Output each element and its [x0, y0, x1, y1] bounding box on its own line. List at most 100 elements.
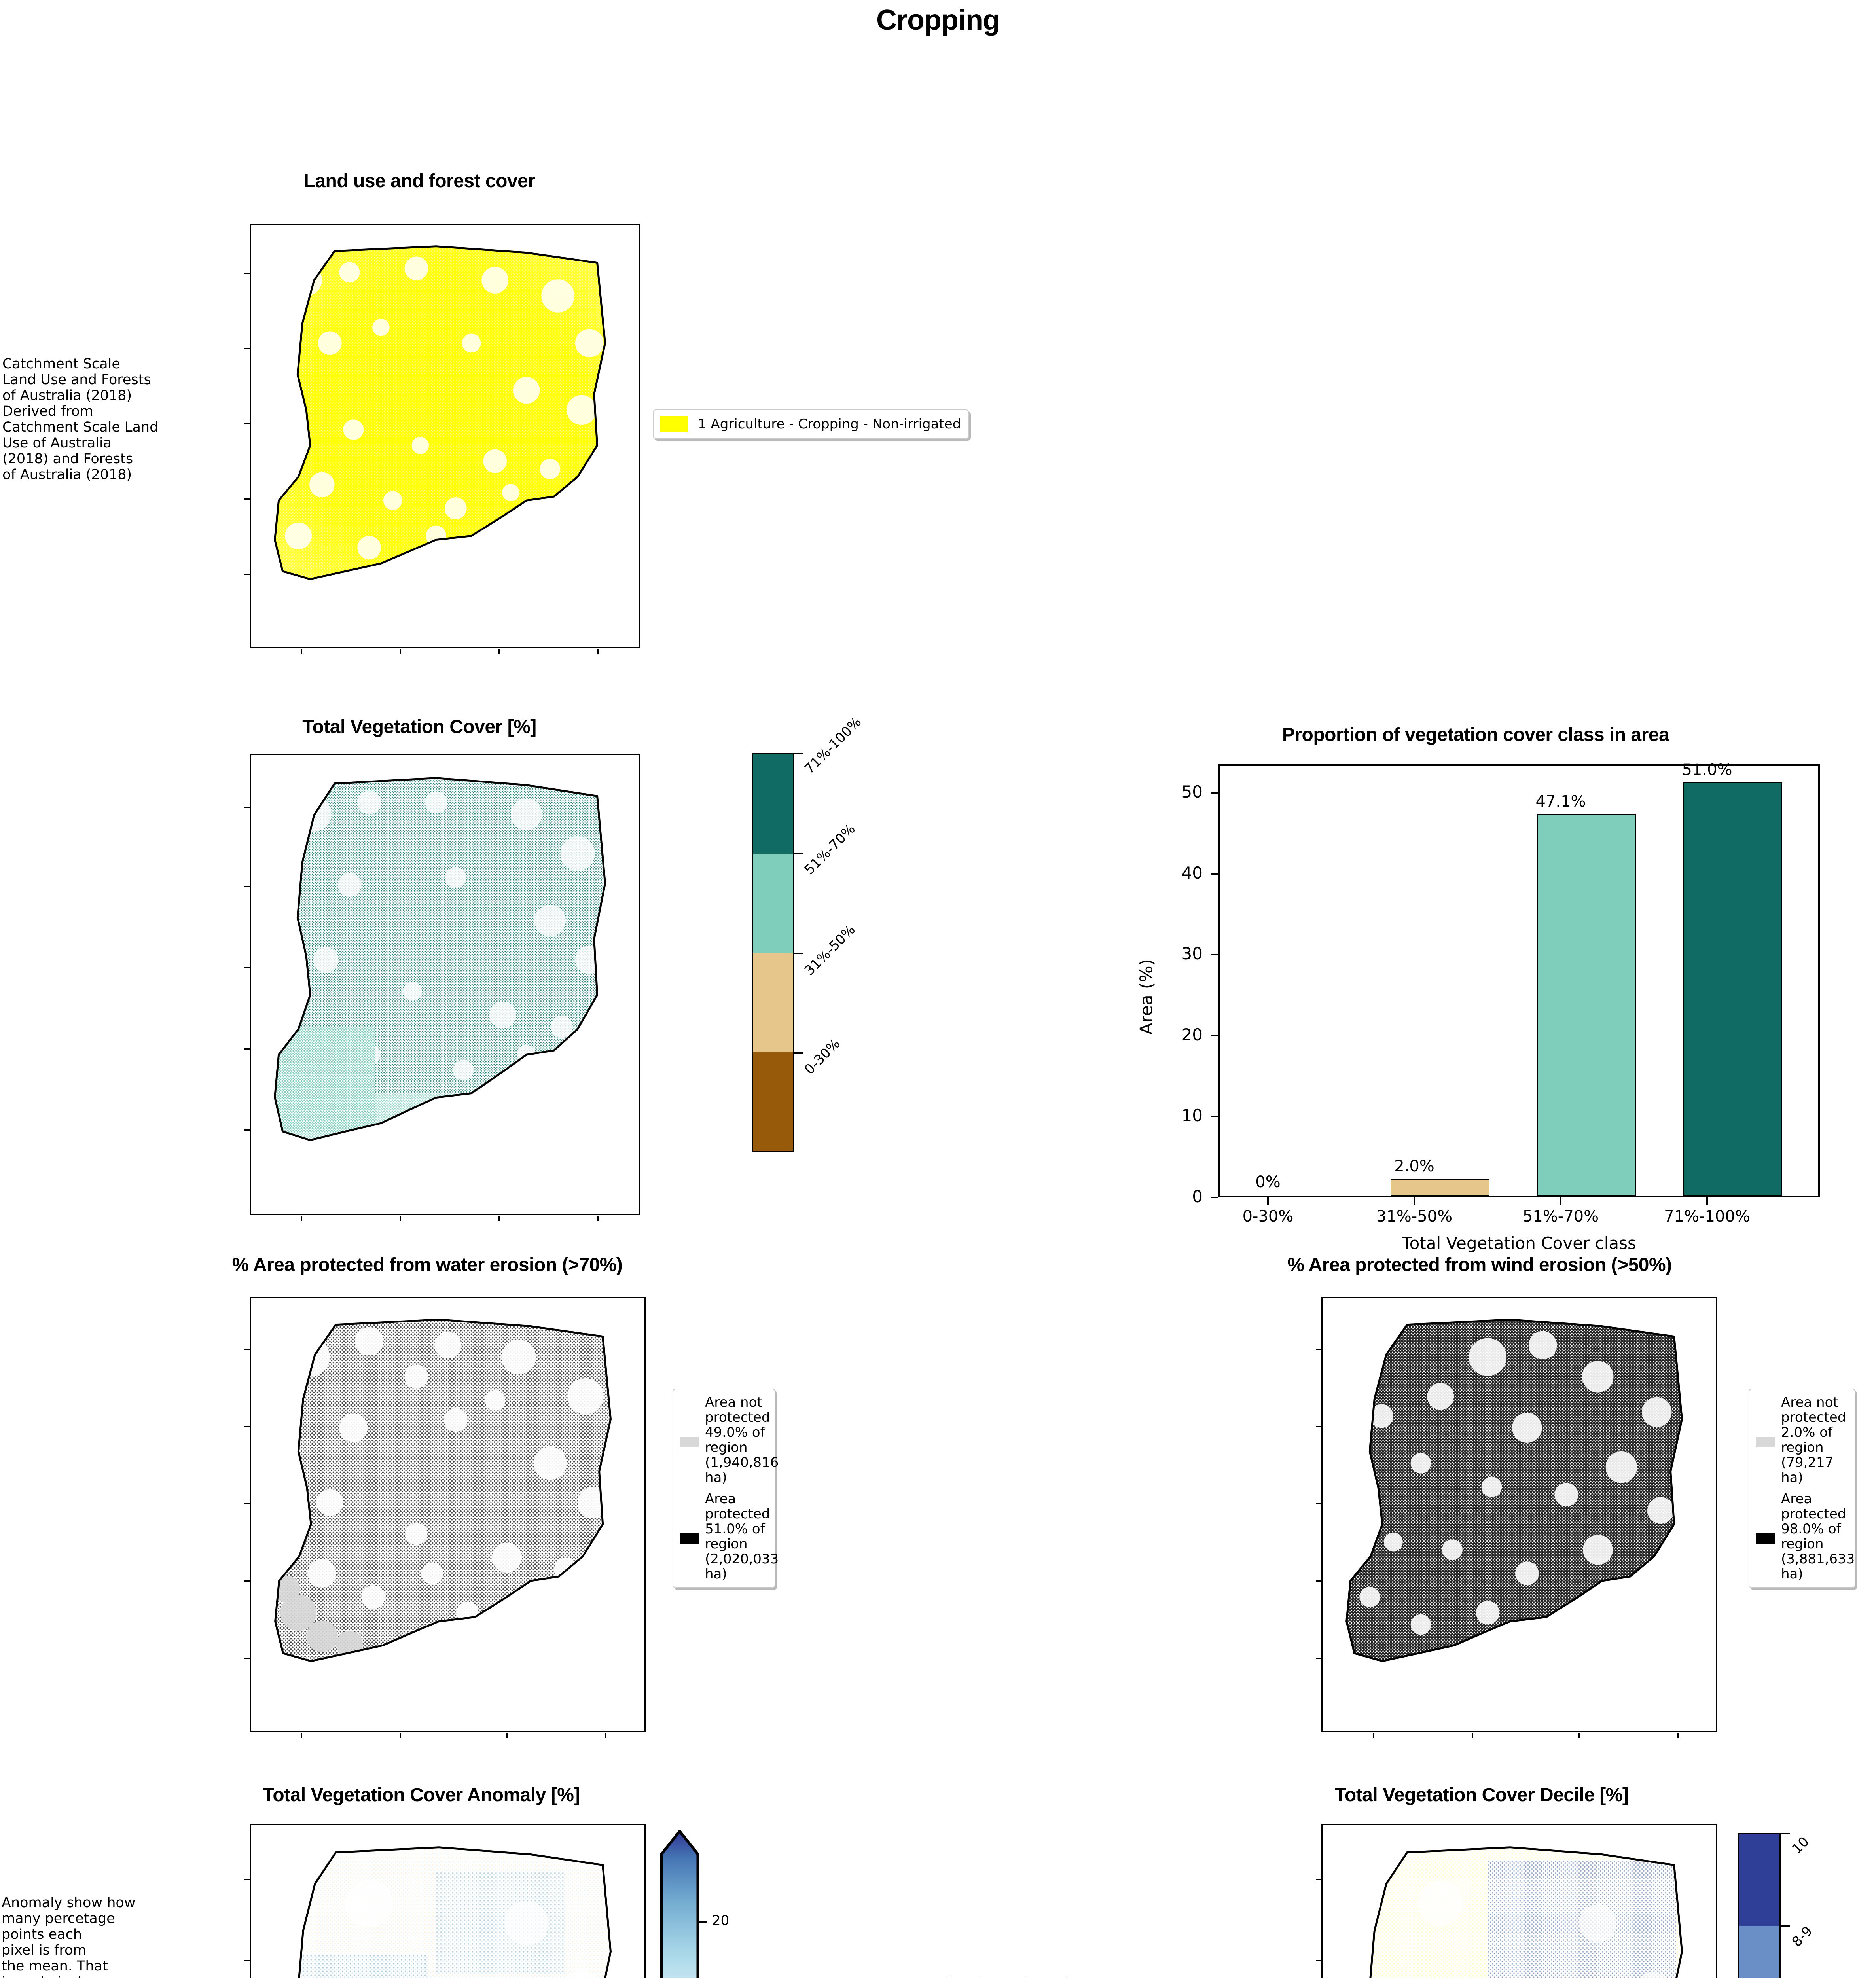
colorbar-band-71-100 [753, 754, 793, 854]
landuse-panel-title: Land use and forest cover [303, 171, 536, 191]
anomaly-map[interactable] [250, 1824, 646, 1978]
wind-erosion-map[interactable] [1321, 1297, 1717, 1732]
axis-tick [1472, 1733, 1473, 1738]
colorbar-label-0-30: 0-30% [801, 1036, 843, 1078]
axis-tick [1316, 1960, 1321, 1961]
axis-tick [244, 273, 250, 274]
bar-31-50[interactable] [1391, 1179, 1489, 1196]
x-axis-label: Total Vegetation Cover class [1402, 1233, 1636, 1253]
legend-label-protected: Area protected 51.0% of region (2,020,03… [705, 1491, 779, 1582]
bar-71-100[interactable] [1683, 782, 1782, 1196]
legend-label: 1 Agriculture - Cropping - Non-irrigated [698, 416, 961, 432]
colorbar-tick [794, 753, 803, 754]
colorbar-band-0-30 [753, 1052, 793, 1151]
colorbar-tick [1781, 1925, 1790, 1927]
axis-tick [1316, 1503, 1321, 1504]
y-tick-label-10: 10 [1181, 1106, 1203, 1125]
axis-tick [244, 423, 250, 424]
colorbar-label-8-9: 8-9 [1789, 1923, 1816, 1950]
y-tick-label-0: 0 [1192, 1187, 1203, 1206]
axis-tick [244, 1960, 250, 1961]
colorbar-tick [1781, 1833, 1790, 1834]
axis-tick [301, 649, 302, 654]
colorbar-label-71-100: 71%-100% [801, 714, 864, 777]
landuse-map[interactable] [250, 224, 640, 648]
axis-tick [605, 1733, 606, 1738]
bar-chart-plot-area[interactable] [1218, 764, 1820, 1197]
x-tick [1560, 1197, 1561, 1205]
decile-caption: Deciles show where the pixel value lies … [918, 1976, 1108, 1978]
colorbar-band-8-9 [1739, 1926, 1779, 1978]
axis-tick [1316, 1580, 1321, 1582]
axis-tick [498, 649, 500, 654]
axis-tick [400, 1216, 401, 1221]
y-tick [1211, 1197, 1218, 1198]
axes-top-spine [1218, 764, 1820, 766]
axis-tick [1316, 1426, 1321, 1427]
axis-tick [244, 348, 250, 349]
wind-erosion-map-graphic [1345, 1319, 1683, 1662]
axis-tick [597, 649, 599, 654]
legend-swatch-cropping [660, 416, 688, 432]
y-tick [1211, 873, 1218, 875]
vegcover-map[interactable] [250, 754, 640, 1215]
legend-label-not-protected: Area not protected 49.0% of region (1,94… [705, 1394, 779, 1485]
axis-tick [244, 1426, 250, 1427]
water-erosion-legend: Area not protected 49.0% of region (1,94… [673, 1389, 779, 1588]
y-tick [1211, 954, 1218, 955]
x-tick [1414, 1197, 1415, 1205]
decile-map[interactable] [1321, 1824, 1717, 1978]
x-tick-label-0-30: 0-30% [1242, 1207, 1294, 1226]
axis-tick [301, 1216, 302, 1221]
bar-51-70[interactable] [1537, 814, 1636, 1196]
axes-right-spine [1818, 764, 1820, 1197]
axis-tick [400, 649, 401, 654]
bar-value-label-51-70: 47.1% [1535, 792, 1586, 811]
axis-tick [244, 1349, 250, 1350]
colorbar-tick [794, 853, 803, 854]
y-tick [1211, 1116, 1218, 1117]
legend-swatch-protected [680, 1533, 699, 1544]
wind-erosion-panel-title: % Area protected from wind erosion (>50%… [1287, 1254, 1672, 1275]
colorbar-band-31-50 [753, 953, 793, 1052]
axis-tick [244, 1129, 250, 1131]
anomaly-caption: Anomaly show how many percetage points e… [2, 1895, 136, 1978]
axis-tick [244, 1580, 250, 1582]
legend-item: 1 Agriculture - Cropping - Non-irrigated [660, 416, 962, 432]
axis-tick [244, 1048, 250, 1050]
x-tick-label-71-100: 71%-100% [1664, 1207, 1750, 1226]
axis-tick [244, 1879, 250, 1880]
landuse-caption: Catchment Scale Land Use and Forests of … [2, 356, 159, 483]
landuse-map-graphic [274, 245, 606, 580]
y-tick [1211, 1035, 1218, 1036]
y-tick-label-40: 40 [1181, 863, 1203, 883]
axis-tick [1316, 1349, 1321, 1350]
y-tick-label-20: 20 [1181, 1025, 1203, 1044]
anomaly-panel-title: Total Vegetation Cover Anomaly [%] [263, 1785, 580, 1806]
wind-erosion-legend: Area not protected 2.0% of region (79,21… [1749, 1389, 1855, 1588]
legend-swatch-not-protected [1756, 1437, 1775, 1447]
bar-value-label-71-100: 51.0% [1682, 761, 1732, 779]
vegcover-map-graphic [274, 777, 606, 1141]
axis-tick [597, 1216, 599, 1221]
bar-value-label-31-50: 2.0% [1394, 1157, 1434, 1175]
colorbar-tick [698, 1921, 707, 1923]
colorbar-band-51-70 [753, 853, 793, 953]
legend-item-protected: Area protected 51.0% of region (2,020,03… [680, 1491, 779, 1582]
landuse-legend: 1 Agriculture - Cropping - Non-irrigated [653, 409, 969, 439]
axis-tick [244, 1658, 250, 1659]
legend-item-not-protected: Area not protected 49.0% of region (1,94… [680, 1395, 779, 1485]
anomaly-colorbar [660, 1830, 699, 1978]
colorbar-tick-label-20: 20 [712, 1913, 730, 1929]
water-erosion-map[interactable] [250, 1297, 646, 1732]
axis-tick [244, 967, 250, 968]
legend-swatch-not-protected [680, 1437, 699, 1447]
axis-tick [244, 498, 250, 500]
bar-chart-title: Proportion of vegetation cover class in … [1282, 724, 1669, 745]
axis-tick [244, 1503, 250, 1504]
axis-tick [400, 1733, 401, 1738]
legend-item-protected: Area protected 98.0% of region (3,881,63… [1756, 1491, 1855, 1582]
axis-tick [244, 807, 250, 808]
anomaly-map-graphic [275, 1846, 612, 1978]
water-erosion-panel-title: % Area protected from water erosion (>70… [232, 1254, 623, 1275]
